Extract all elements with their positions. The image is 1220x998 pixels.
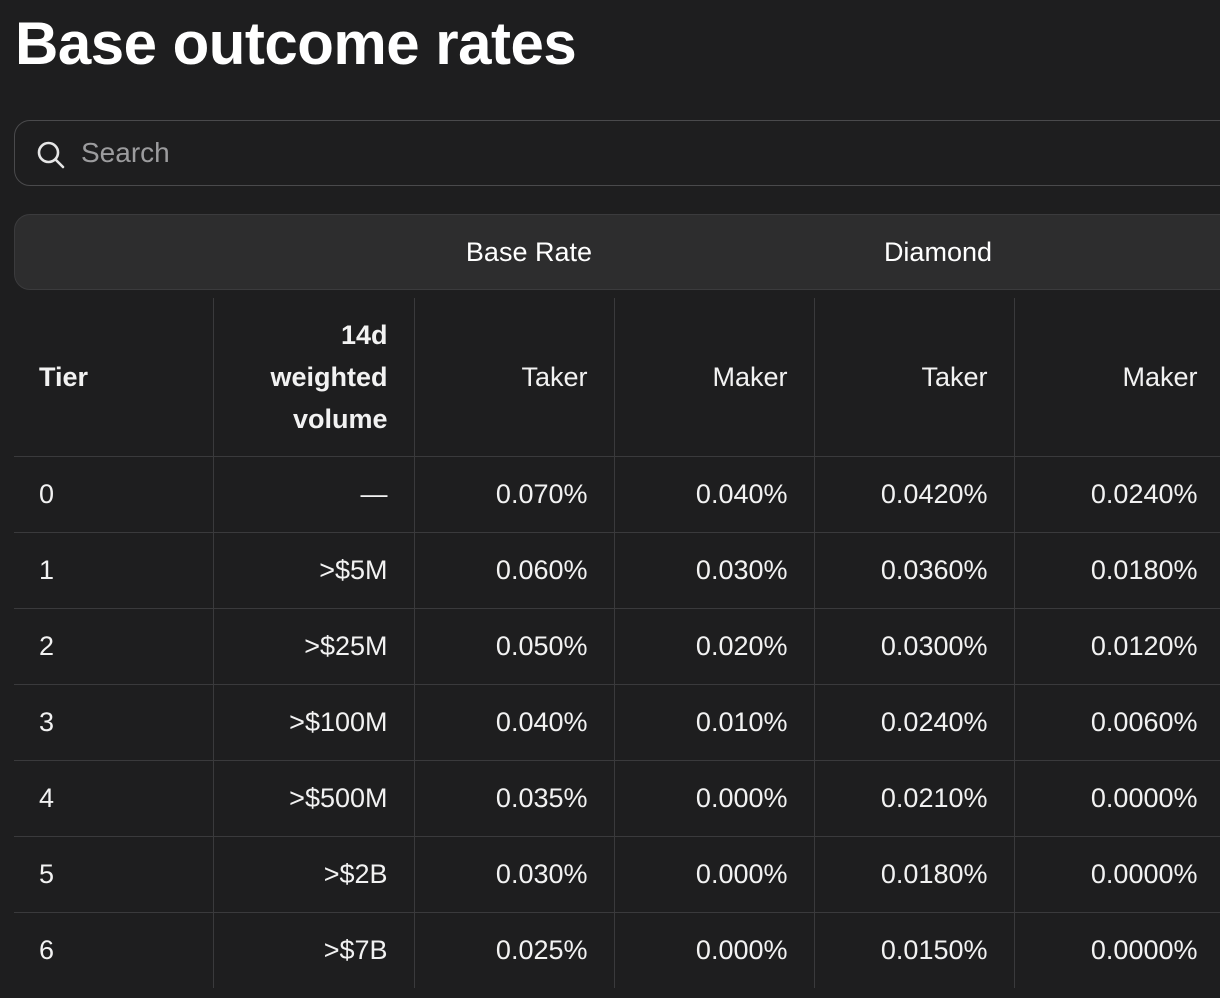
table-row: 0 — 0.070% 0.040% 0.0420% 0.0240%	[14, 456, 1220, 533]
volume-cell: >$25M	[213, 608, 415, 685]
volume-cell: >$5M	[213, 532, 415, 609]
tier-cell: 5	[14, 836, 214, 913]
tier-cell: 1	[14, 532, 214, 609]
column-header-base-taker[interactable]: Taker	[414, 298, 615, 457]
diamond-maker-cell: 0.0000%	[1014, 912, 1220, 988]
table-row: 4 >$500M 0.035% 0.000% 0.0210% 0.0000%	[14, 760, 1220, 837]
search-input[interactable]	[81, 121, 981, 184]
table-row: 5 >$2B 0.030% 0.000% 0.0180% 0.0000%	[14, 836, 1220, 913]
volume-cell: >$7B	[213, 912, 415, 988]
diamond-maker-cell: 0.0060%	[1014, 684, 1220, 761]
base-maker-cell: 0.000%	[614, 760, 815, 837]
column-header-volume[interactable]: 14d weighted volume	[213, 298, 415, 457]
base-maker-cell: 0.030%	[614, 532, 815, 609]
tier-cell: 0	[14, 456, 214, 533]
diamond-taker-cell: 0.0360%	[814, 532, 1015, 609]
page-title: Base outcome rates	[15, 10, 577, 77]
volume-cell: —	[213, 456, 415, 533]
base-maker-cell: 0.040%	[614, 456, 815, 533]
volume-cell: >$500M	[213, 760, 415, 837]
base-taker-cell: 0.030%	[414, 836, 615, 913]
tier-cell: 2	[14, 608, 214, 685]
volume-header-line: weighted	[270, 362, 388, 392]
diamond-taker-cell: 0.0180%	[814, 836, 1015, 913]
diamond-maker-cell: 0.0240%	[1014, 456, 1220, 533]
base-taker-cell: 0.050%	[414, 608, 615, 685]
base-taker-cell: 0.040%	[414, 684, 615, 761]
volume-cell: >$100M	[213, 684, 415, 761]
volume-header-line: volume	[292, 404, 388, 434]
diamond-maker-cell: 0.0000%	[1014, 836, 1220, 913]
tier-cell: 6	[14, 912, 214, 988]
volume-cell: >$2B	[213, 836, 415, 913]
diamond-taker-cell: 0.0240%	[814, 684, 1015, 761]
table-header-row: Tier 14d weighted volume Taker Maker Tak…	[14, 298, 1220, 457]
base-maker-cell: 0.000%	[614, 836, 815, 913]
table-row: 6 >$7B 0.025% 0.000% 0.0150% 0.0000%	[14, 912, 1220, 988]
table-row: 3 >$100M 0.040% 0.010% 0.0240% 0.0060%	[14, 684, 1220, 761]
diamond-maker-cell: 0.0180%	[1014, 532, 1220, 609]
group-label-base-rate: Base Rate	[465, 237, 592, 267]
base-maker-cell: 0.010%	[614, 684, 815, 761]
search-box[interactable]	[14, 120, 1220, 186]
diamond-taker-cell: 0.0420%	[814, 456, 1015, 533]
diamond-taker-cell: 0.0150%	[814, 912, 1015, 988]
table-row: 2 >$25M 0.050% 0.020% 0.0300% 0.0120%	[14, 608, 1220, 685]
search-icon	[35, 139, 67, 171]
diamond-taker-cell: 0.0300%	[814, 608, 1015, 685]
column-header-diamond-taker[interactable]: Taker	[814, 298, 1015, 457]
diamond-maker-cell: 0.0000%	[1014, 760, 1220, 837]
base-taker-cell: 0.060%	[414, 532, 615, 609]
base-taker-cell: 0.035%	[414, 760, 615, 837]
tier-cell: 4	[14, 760, 214, 837]
base-taker-cell: 0.025%	[414, 912, 615, 988]
volume-header-line: 14d	[340, 320, 388, 350]
column-group-header: Base Rate Diamond	[14, 214, 1220, 290]
column-header-base-maker[interactable]: Maker	[614, 298, 815, 457]
base-taker-cell: 0.070%	[414, 456, 615, 533]
base-maker-cell: 0.020%	[614, 608, 815, 685]
group-label-diamond: Diamond	[883, 237, 992, 267]
fee-tier-table: Tier 14d weighted volume Taker Maker Tak…	[14, 298, 1220, 988]
table-row: 1 >$5M 0.060% 0.030% 0.0360% 0.0180%	[14, 532, 1220, 609]
diamond-taker-cell: 0.0210%	[814, 760, 1015, 837]
diamond-maker-cell: 0.0120%	[1014, 608, 1220, 685]
base-maker-cell: 0.000%	[614, 912, 815, 988]
column-header-tier[interactable]: Tier	[14, 298, 214, 457]
tier-cell: 3	[14, 684, 214, 761]
column-header-diamond-maker[interactable]: Maker	[1014, 298, 1220, 457]
